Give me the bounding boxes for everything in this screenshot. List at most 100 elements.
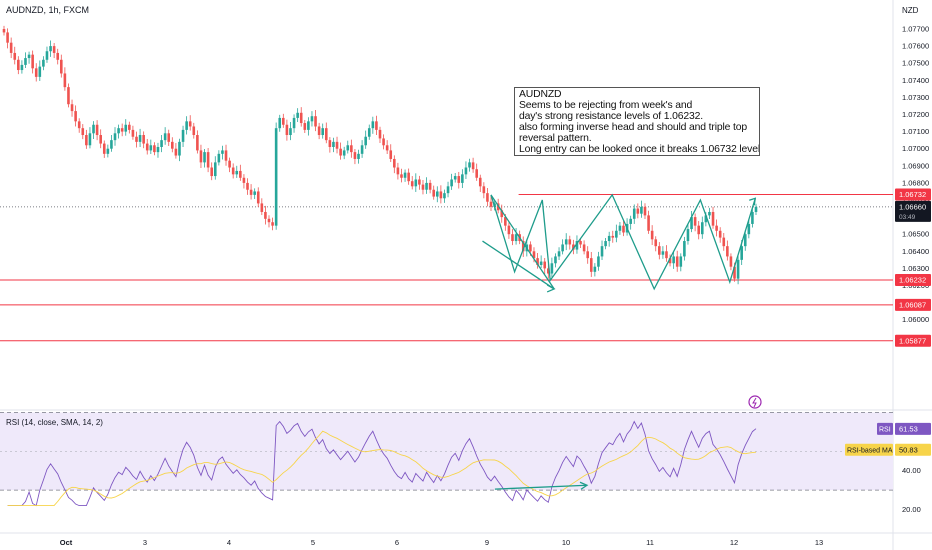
candle-body [249,189,253,195]
price-tick-label: 1.07500 [902,59,929,68]
candle-body [700,222,704,235]
candle-body [468,162,471,168]
candle-body [317,126,321,136]
candle-body [106,148,110,154]
candle-body [615,230,618,238]
candle-body [607,235,611,242]
price-tick-label: 1.07300 [902,93,929,102]
last-price-tag [895,200,931,222]
candle-body [196,135,199,151]
candle-body [353,152,357,159]
candle-body [160,140,163,147]
candle-body [647,215,650,231]
candle-body [550,263,554,274]
candle-body [24,58,27,65]
rsi-ma-value-tag [895,443,931,456]
price-tick-label: 1.06300 [902,264,929,273]
last-price-label: 1.06660 [899,202,926,211]
candle-body [74,111,77,122]
candle-body [231,167,235,175]
candle-body [486,193,489,202]
candle-body [683,241,686,257]
candle-body [178,141,181,156]
candle-body [536,258,539,265]
candle-body [117,128,120,134]
candle-body [81,128,85,136]
candle-body [722,237,726,247]
candle-body [171,141,174,149]
candle-body [228,160,231,168]
candle-body [500,210,504,218]
note-line: AUDNZD [519,89,562,100]
candle-body [464,167,468,175]
candle-body [99,135,102,144]
candle-body [672,256,675,264]
rsi-divergence-line [494,484,588,490]
candle-body [77,121,81,129]
candle-body [654,239,658,247]
candle-body [568,239,572,245]
symbol-title: AUDNZD, 1h, FXCM [6,5,90,15]
candle-body [310,116,314,122]
pattern-arrowhead [749,197,757,206]
candle-body [564,239,568,245]
candle-body [611,235,615,238]
candle-body [414,179,418,187]
time-tick-label: 10 [562,538,570,547]
candle-body [274,128,278,226]
candle-body [439,191,443,199]
candle-body [733,266,736,279]
price-tick-label: 1.07100 [902,127,929,136]
annotation-note[interactable]: AUDNZD Seems to be rejecting from week's… [514,87,760,156]
candle-body [736,259,740,279]
rsi-ma-name-tag [845,443,893,456]
note-line: also forming inverse head and should and… [519,122,748,133]
candle-body [504,217,507,226]
candle-body [135,136,138,142]
candle-body [457,176,461,183]
candle-body [213,162,217,177]
candle-body [335,141,339,149]
bar-countdown: 03:49 [899,214,916,221]
note-line: Long entry can be looked once it breaks … [519,144,760,155]
candle-body [188,121,192,127]
candle-body [643,206,647,216]
level-price-tag [895,334,931,347]
candle-body [2,29,6,33]
candle-body [604,241,607,247]
candle-body [446,186,450,194]
candle-body [342,150,346,156]
candle-body [693,217,697,226]
candle-body [575,241,579,250]
candle-body [138,135,142,142]
rsi-value-tag [895,422,931,435]
time-tick-label: 3 [143,538,147,547]
candle-body [264,211,267,219]
candle-body [239,170,242,178]
candle-body [675,256,679,267]
candle-body [496,203,500,211]
candle-body [708,211,711,216]
candle-body [299,112,303,124]
candle-body [110,140,113,149]
candle-body [593,266,597,272]
candle-body [393,158,396,168]
candle-body [715,225,718,231]
rsi-tick-label: 20.00 [902,505,921,514]
candle-body [27,54,31,59]
candle-body [253,191,256,195]
candle-body [704,215,708,223]
candle-body [600,246,604,257]
candle-body [686,229,690,242]
candle-body [529,244,532,252]
rsi-name-tag [877,422,893,435]
currency-label[interactable]: NZD [902,6,919,15]
candle-body [142,135,145,144]
time-tick-label: 13 [815,538,823,547]
candle-body [364,136,367,146]
candle-body [282,117,285,125]
candle-body [650,230,654,240]
candle-body [296,112,299,118]
candle-body [181,129,185,142]
